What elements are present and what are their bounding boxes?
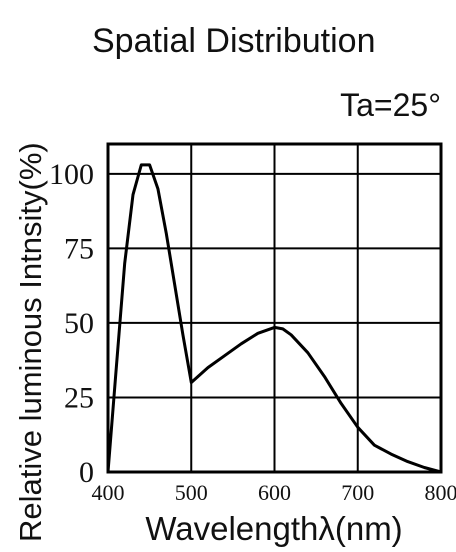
y-tick-50: 50	[64, 307, 94, 340]
plot-frame	[106, 142, 443, 474]
temperature-annotation: Ta=25°	[340, 87, 441, 123]
x-axis-label: Wavelengthλ(nm)	[145, 510, 402, 547]
grid-lines	[108, 144, 441, 472]
y-axis-label: Relative luminous Intnsity(%)	[13, 142, 48, 542]
y-tick-75: 75	[64, 232, 94, 265]
x-tick-600: 600	[258, 480, 291, 505]
y-tick-0: 0	[79, 456, 94, 489]
x-tick-700: 700	[341, 480, 374, 505]
y-tick-100: 100	[49, 158, 94, 191]
x-tick-800: 800	[425, 480, 456, 505]
chart-title: Spatial Distribution	[92, 22, 375, 60]
x-tick-400: 400	[92, 480, 125, 505]
y-tick-25: 25	[64, 381, 94, 414]
series-line-0	[106, 163, 442, 474]
y-tick-labels: 0 25 50 75 100	[49, 158, 94, 489]
x-tick-labels: 400 500 600 700 800	[92, 480, 456, 505]
series-group	[106, 163, 442, 474]
x-tick-500: 500	[175, 480, 208, 505]
